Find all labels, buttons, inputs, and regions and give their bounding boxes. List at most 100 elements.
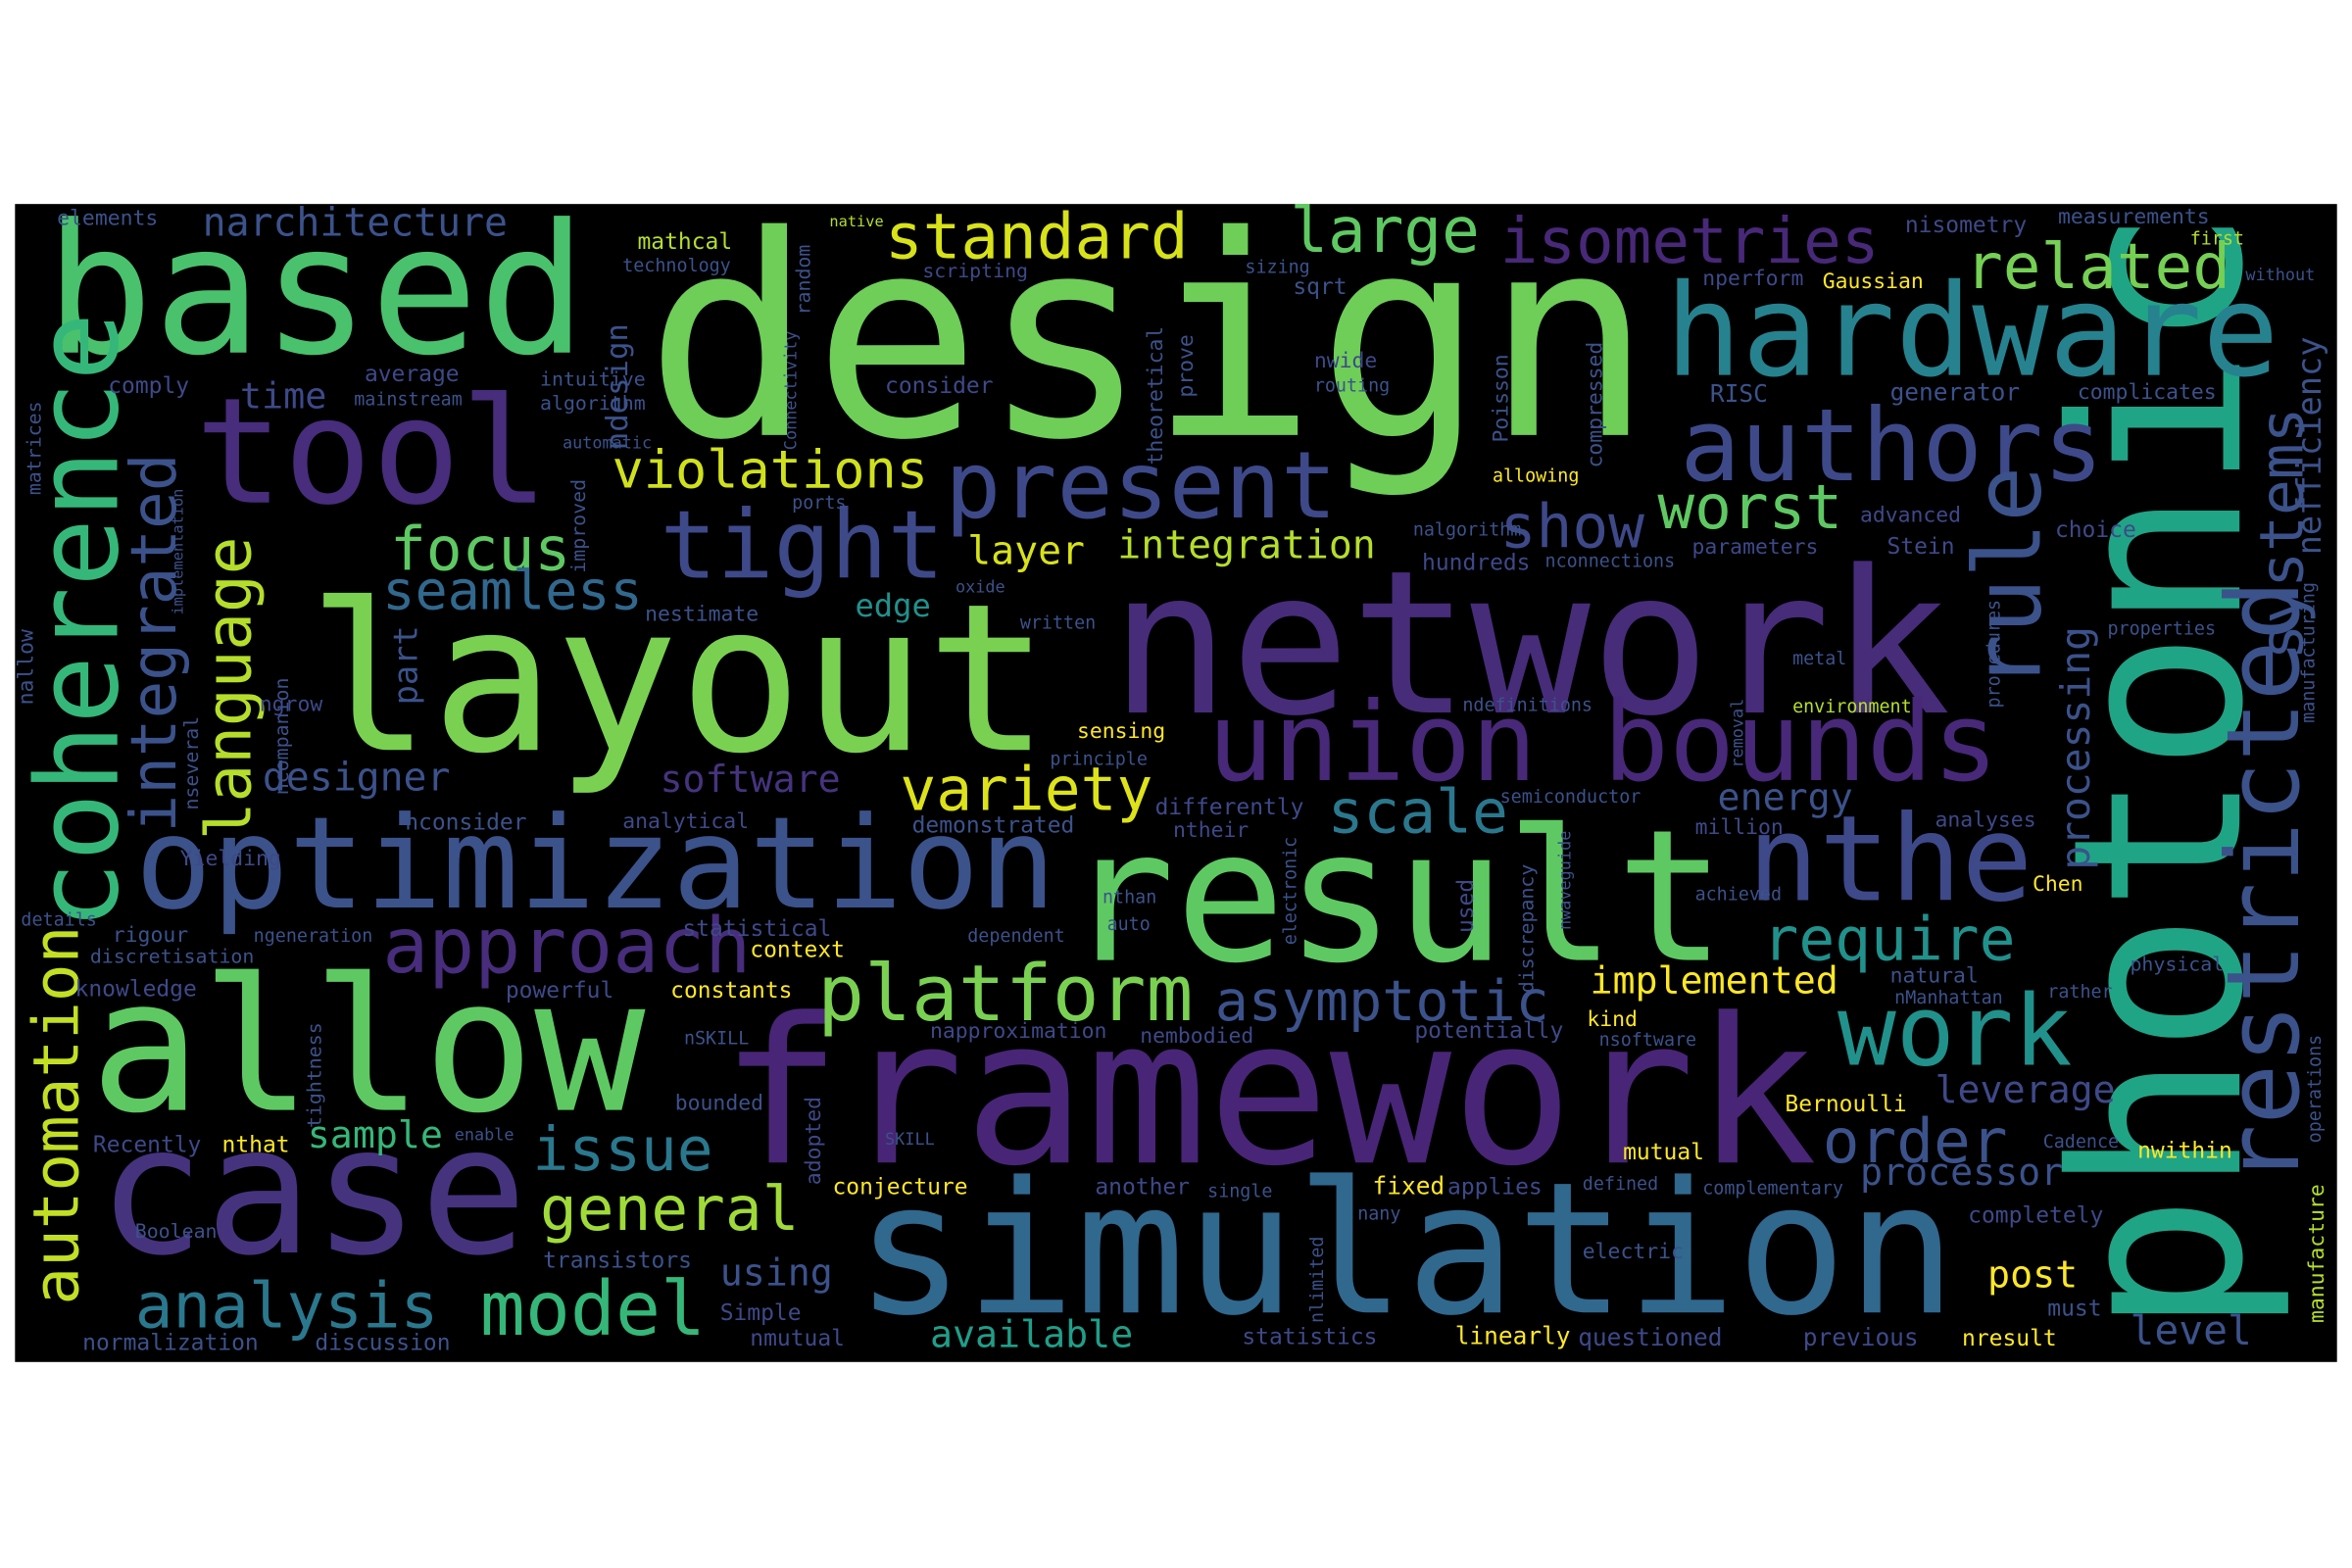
word: generator <box>1890 378 2021 407</box>
cloud-background <box>15 204 2337 1362</box>
word: edge <box>855 587 930 624</box>
word: nresult <box>1962 1326 2057 1351</box>
word: automation <box>21 926 94 1305</box>
word: environment <box>1792 697 1912 717</box>
word: based <box>45 187 587 396</box>
word: nperform <box>1702 267 1803 291</box>
word: measurements <box>2058 205 2210 229</box>
word: context <box>750 938 845 963</box>
word: nconnections <box>1545 552 1676 572</box>
word: scale <box>1328 777 1508 847</box>
word: mutual <box>1623 1140 1704 1165</box>
word: parameters <box>1692 535 1819 560</box>
word: napproximation <box>930 1019 1106 1044</box>
word: native <box>829 213 883 230</box>
word: violations <box>612 438 927 500</box>
word: present <box>945 432 1337 540</box>
word: optimization <box>135 789 1056 938</box>
word: must <box>2047 1296 2101 1321</box>
word: semiconductor <box>1500 787 1642 808</box>
word: implementation <box>170 489 187 615</box>
word: tightness <box>304 1022 326 1128</box>
word: ntheir <box>1173 818 1249 843</box>
word: available <box>930 1312 1133 1356</box>
word: average <box>365 362 460 387</box>
word: sizing <box>1245 258 1309 278</box>
word: Gaussian <box>1823 270 1924 294</box>
word: integrated <box>118 454 191 833</box>
word: scripting <box>922 260 1028 282</box>
word: used <box>1453 879 1479 933</box>
word: matrices <box>23 401 45 495</box>
word: discussion <box>315 1331 450 1356</box>
word: narchitecture <box>203 200 508 245</box>
word: differently <box>1155 795 1304 820</box>
word: operations <box>2305 1035 2326 1144</box>
word: electric <box>1583 1240 1684 1264</box>
word: focus <box>390 515 570 585</box>
word: require <box>1762 906 2015 975</box>
word: ngeneration <box>254 926 373 947</box>
word: metal <box>1792 649 1846 669</box>
word: discrepancy <box>1515 864 1538 994</box>
word: electronic <box>1280 837 1300 946</box>
word: implemented <box>1590 958 1838 1003</box>
word: nwaveguide <box>1555 831 1575 930</box>
word: nManhattan <box>1894 988 2003 1008</box>
word: isometries <box>1500 205 1880 278</box>
word: kind <box>1587 1007 1638 1032</box>
word: standard <box>885 200 1189 273</box>
word: authors <box>1680 388 2103 505</box>
word: framework <box>720 974 1818 1210</box>
word: nconsider <box>405 809 526 835</box>
word: written <box>1020 612 1096 633</box>
word: potentially <box>1414 1018 1563 1044</box>
word: normalization <box>82 1331 259 1356</box>
word: procedures <box>1984 600 2004 709</box>
word: manufacturing <box>2299 582 2320 723</box>
word: nmutual <box>750 1326 845 1351</box>
word: rigour <box>113 923 188 948</box>
word: time <box>240 374 326 416</box>
word: result <box>1065 792 1727 1004</box>
word: achieved <box>1695 884 1782 905</box>
word: defined <box>1583 1174 1658 1195</box>
word: Recently <box>93 1133 201 1158</box>
word: part <box>387 625 425 705</box>
word: integration <box>1117 522 1375 567</box>
word: approach <box>382 903 751 991</box>
word: designer <box>263 756 451 801</box>
word: Bernoulli <box>1785 1092 1906 1117</box>
word: Stein <box>1887 534 1955 560</box>
word: manufacture <box>2305 1184 2329 1323</box>
word: large <box>1290 194 1479 268</box>
word: issue <box>532 1115 712 1185</box>
word: choice <box>2055 517 2136 543</box>
word: bounded <box>675 1092 763 1116</box>
word: processing <box>2052 626 2099 870</box>
word: powerful <box>506 978 613 1004</box>
word: worst <box>1657 471 1842 543</box>
word: ports <box>792 493 846 514</box>
word: seamless <box>382 559 642 621</box>
word: auto <box>1107 914 1151 935</box>
word: Simple <box>720 1300 802 1326</box>
word: Yielding <box>180 847 281 871</box>
word: model <box>480 1266 706 1353</box>
word: general <box>540 1173 799 1245</box>
word: enable <box>455 1124 514 1144</box>
word: without <box>2245 265 2315 284</box>
word: improved <box>567 479 590 573</box>
word: nany <box>1357 1203 1400 1224</box>
word: allowing <box>1493 466 1579 486</box>
word: theoretical <box>1144 326 1168 466</box>
word: dependent <box>967 926 1064 947</box>
word: software <box>660 758 840 802</box>
word: restricted <box>2206 580 2323 1185</box>
word: work <box>1838 976 2073 1089</box>
word: post <box>1987 1252 2078 1297</box>
word: million <box>1695 815 1784 840</box>
word: order <box>1823 1105 2008 1177</box>
word: details <box>21 909 96 930</box>
